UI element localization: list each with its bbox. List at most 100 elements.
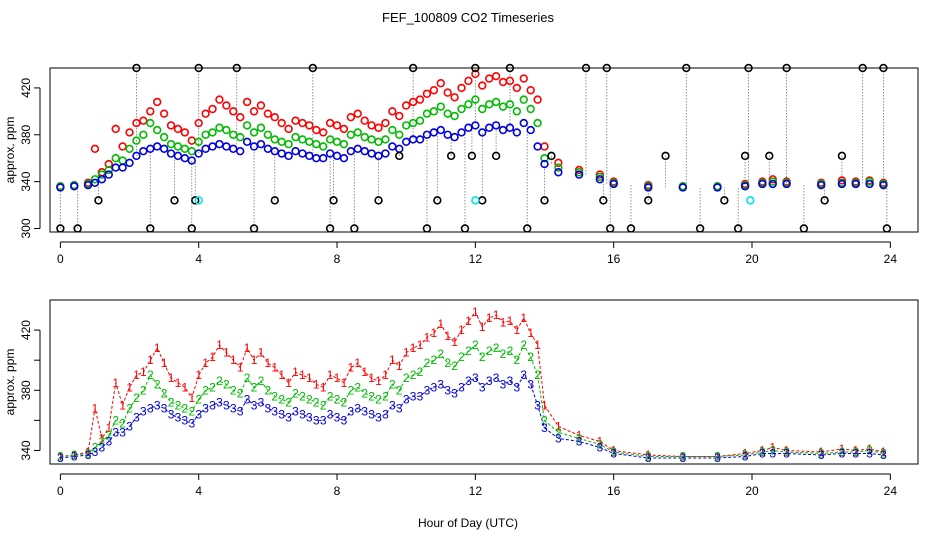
- data-point: [298, 149, 307, 158]
- data-point: [249, 128, 259, 137]
- series-marker: 1: [424, 331, 431, 345]
- data-point: [187, 146, 196, 156]
- series-marker: 1: [576, 428, 583, 442]
- data-point: [146, 224, 155, 233]
- series-marker: 3: [348, 404, 355, 418]
- data-point: [111, 154, 120, 163]
- data-point: [132, 151, 141, 161]
- x-tick-label: 4: [195, 252, 202, 266]
- data-point: [153, 125, 162, 135]
- series-marker: 2: [576, 431, 583, 445]
- series-marker: 2: [645, 449, 652, 463]
- series-marker: 3: [479, 380, 486, 394]
- data-point: [242, 137, 252, 147]
- series-marker: 3: [175, 410, 182, 424]
- series-marker: 2: [99, 434, 106, 448]
- series-marker: 1: [334, 371, 341, 385]
- data-point: [436, 102, 445, 111]
- series-marker: 2: [85, 446, 92, 460]
- series-marker: 2: [278, 392, 285, 406]
- data-point: [695, 224, 705, 233]
- series-marker: 1: [299, 368, 306, 382]
- data-point: [381, 149, 390, 158]
- data-point: [187, 136, 196, 145]
- series-marker: 1: [112, 376, 119, 390]
- series-3: [56, 118, 888, 192]
- series-marker: 2: [168, 395, 175, 409]
- series-marker: 1: [271, 361, 278, 375]
- series-marker: 1: [458, 323, 465, 337]
- series-marker: 2: [133, 391, 140, 405]
- series-marker: 1: [597, 434, 604, 448]
- data-point: [104, 170, 113, 179]
- series-marker: 3: [680, 451, 687, 465]
- data-point: [626, 224, 636, 233]
- data-point: [125, 144, 134, 154]
- x-tick-label: 20: [745, 252, 759, 266]
- series-marker: 1: [541, 398, 548, 412]
- series-line: [60, 311, 884, 457]
- series-marker: 2: [541, 413, 548, 427]
- series-marker: 3: [306, 410, 313, 424]
- data-point: [765, 151, 774, 161]
- series-marker: 3: [147, 401, 154, 415]
- data-point: [595, 175, 605, 184]
- series-marker: 2: [313, 395, 320, 409]
- series-marker: 3: [759, 446, 766, 460]
- data-point: [132, 63, 141, 73]
- data-point: [498, 77, 508, 87]
- data-point: [415, 95, 425, 104]
- series-marker: 3: [534, 398, 541, 412]
- series-marker: 3: [597, 440, 604, 454]
- data-point: [820, 196, 829, 205]
- data-point: [166, 149, 176, 158]
- series-marker: 3: [500, 377, 507, 391]
- data-point: [146, 144, 155, 154]
- data-point: [443, 88, 452, 97]
- series-marker: 1: [147, 353, 154, 367]
- data-point: [464, 100, 473, 109]
- data-point: [339, 139, 349, 149]
- series-marker: 3: [451, 386, 458, 400]
- data-point: [208, 128, 217, 137]
- series-marker: 2: [271, 389, 278, 403]
- data-point: [491, 97, 501, 107]
- data-point: [533, 95, 542, 104]
- series-marker: 1: [223, 346, 230, 360]
- series-marker: 1: [168, 371, 175, 385]
- series-marker: 2: [188, 404, 195, 418]
- series-marker: 3: [431, 380, 438, 394]
- data-point: [329, 196, 338, 205]
- data-point: [90, 144, 100, 154]
- series-marker: 1: [175, 376, 182, 390]
- data-point: [644, 183, 653, 192]
- data-point: [222, 125, 231, 135]
- series-marker: 3: [223, 398, 230, 412]
- series-marker: 3: [182, 413, 189, 427]
- x-tick-label: 12: [469, 484, 483, 498]
- data-point: [360, 132, 369, 142]
- data-point: [208, 142, 217, 151]
- data-point: [816, 180, 826, 190]
- data-point: [350, 224, 359, 233]
- data-point: [242, 121, 252, 130]
- series-marker: 3: [285, 410, 292, 424]
- data-point: [436, 125, 445, 135]
- series-marker: 3: [57, 451, 64, 465]
- data-point: [471, 196, 480, 205]
- series-marker: 2: [92, 440, 99, 454]
- data-point: [235, 112, 245, 122]
- series-marker: 3: [216, 395, 223, 409]
- series-marker: 2: [431, 353, 438, 367]
- data-point: [170, 196, 179, 205]
- x-tick-label: 20: [745, 484, 759, 498]
- series-marker: 3: [361, 404, 368, 418]
- series-marker: 2: [714, 449, 721, 463]
- data-point: [457, 83, 466, 93]
- data-point: [277, 118, 286, 128]
- series-marker: 2: [396, 383, 403, 397]
- data-point: [422, 109, 432, 118]
- series-marker: 1: [417, 338, 424, 352]
- series-marker: 2: [880, 446, 887, 460]
- series-marker: 1: [818, 445, 825, 459]
